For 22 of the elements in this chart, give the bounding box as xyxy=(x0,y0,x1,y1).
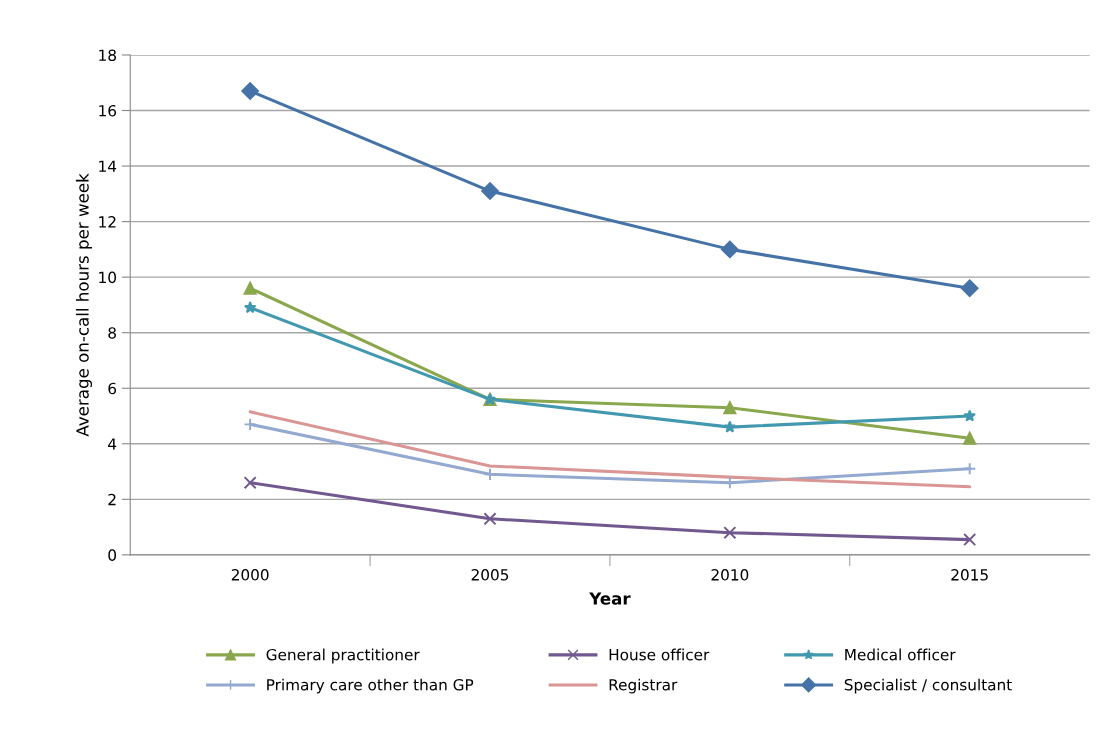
x-axis-title: Year xyxy=(589,592,631,605)
x-tick-label: 2005 xyxy=(471,569,509,581)
legend-label: Specialist / consultant xyxy=(844,678,1012,694)
x-tick-label: 2015 xyxy=(951,569,988,581)
y-tick-label: 2 xyxy=(108,493,116,506)
y-tick-label: 4 xyxy=(108,438,117,450)
y-axis-title: Average on-call hours per week xyxy=(75,173,93,437)
y-tick-label: 14 xyxy=(99,160,117,172)
legend-label: General practitioner xyxy=(266,648,420,664)
y-tick-label: 6 xyxy=(108,382,117,395)
legend-label: Primary care other than GP xyxy=(267,678,474,694)
legend-label: House officer xyxy=(609,648,710,661)
legend-label: Medical officer xyxy=(845,648,956,661)
legend-label: Registrar xyxy=(609,678,678,694)
x-tick-label: 2010 xyxy=(711,569,749,581)
y-tick-label: 8 xyxy=(108,327,116,339)
y-tick-label: 10 xyxy=(99,271,117,284)
y-tick-label: 0 xyxy=(108,549,117,561)
y-tick-label: 18 xyxy=(99,49,116,61)
y-tick-label: 12 xyxy=(99,216,116,228)
y-tick-label: 16 xyxy=(99,104,117,117)
x-tick-label: 2000 xyxy=(231,569,269,581)
